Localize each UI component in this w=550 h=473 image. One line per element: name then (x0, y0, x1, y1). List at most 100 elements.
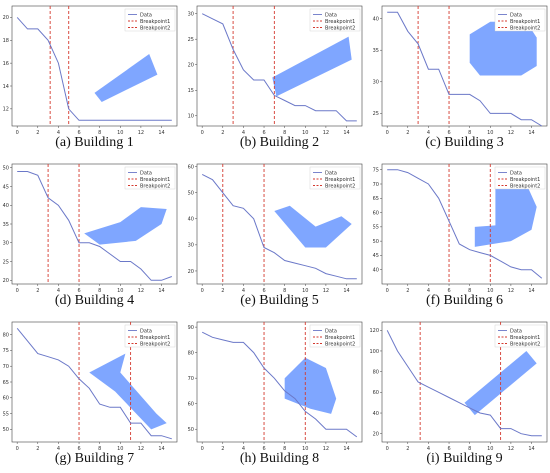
y-tick-label: 25 (3, 259, 9, 265)
building-footprint (284, 357, 337, 414)
x-tick-label: 10 (302, 288, 308, 294)
y-tick-label: 100 (369, 349, 379, 355)
x-tick-label: 10 (487, 446, 493, 452)
data-series-line (201, 13, 357, 122)
y-tick-label: 80 (188, 350, 194, 356)
y-tick-label: 120 (369, 328, 379, 334)
x-tick-label: 10 (487, 288, 493, 294)
x-tick-label: 14 (158, 446, 164, 452)
x-tick-label: 14 (343, 130, 349, 136)
legend-box (124, 166, 176, 190)
chart-panel-3: 0 2 4 6 8 10 12 14 25 30 35 40 DataBreakpoint1Breakp… (373, 5, 548, 150)
data-series-line (17, 171, 172, 281)
y-tick-label: 20 (188, 63, 194, 69)
x-tick-label: 0 (201, 288, 204, 294)
y-tick-label: 12 (3, 107, 9, 113)
legend-label: Data (510, 170, 522, 176)
legend-label: Breakpoint1 (510, 177, 540, 183)
x-tick-label: 6 (262, 130, 265, 136)
x-tick-label: 4 (242, 130, 245, 136)
x-tick-label: 6 (447, 130, 450, 136)
panel-caption: (f) Building 6 (426, 293, 503, 308)
x-tick-label: 14 (528, 130, 534, 136)
x-tick-label: 14 (158, 288, 164, 294)
legend-label: Data (325, 170, 337, 176)
x-tick-label: 6 (77, 130, 80, 136)
legend-box (309, 324, 361, 348)
y-tick-label: 90 (188, 325, 194, 331)
x-tick-label: 14 (343, 446, 349, 452)
data-series-line (201, 331, 358, 438)
y-tick-label: 80 (373, 369, 379, 375)
legend-label: Breakpoint2 (510, 183, 540, 189)
x-tick-label: 2 (221, 130, 224, 136)
x-tick-label: 4 (427, 130, 430, 136)
y-tick-label: 65 (3, 380, 9, 386)
y-tick-label: 60 (373, 210, 379, 216)
panel-caption: (e) Building 5 (240, 293, 319, 308)
panel-caption: (a) Building 1 (55, 135, 134, 150)
y-tick-label: 25 (188, 37, 194, 43)
x-tick-label: 8 (468, 446, 471, 452)
legend-label: Breakpoint1 (510, 19, 540, 25)
legend-label: Breakpoint2 (325, 25, 355, 31)
x-tick-label: 6 (77, 288, 80, 294)
legend-label: Breakpoint2 (140, 25, 170, 31)
chart-panel-2: 0 2 4 6 8 10 12 14 10 15 20 25 30 DataBreakpoint1Brea… (188, 5, 363, 150)
x-tick-label: 2 (36, 446, 39, 452)
y-tick-label: 35 (373, 48, 379, 54)
y-tick-label: 40 (3, 203, 9, 209)
building-footprint (469, 21, 537, 76)
y-tick-label: 50 (373, 239, 379, 245)
y-tick-label: 30 (188, 11, 194, 17)
y-tick-label: 55 (3, 411, 9, 417)
y-tick-label: 35 (3, 222, 9, 228)
building-footprint (84, 207, 167, 245)
legend-label: Breakpoint2 (325, 183, 355, 189)
y-tick-label: 30 (373, 80, 379, 86)
legend-label: Data (510, 12, 522, 18)
data-series-line (201, 173, 357, 280)
x-tick-label: 12 (508, 446, 514, 452)
legend-label: Breakpoint1 (325, 177, 355, 183)
x-tick-label: 0 (386, 130, 389, 136)
x-tick-label: 10 (117, 446, 123, 452)
x-tick-label: 2 (406, 446, 409, 452)
legend-label: Data (140, 12, 152, 18)
x-tick-label: 12 (323, 288, 329, 294)
x-tick-label: 8 (98, 130, 101, 136)
legend-label: Data (140, 170, 152, 176)
legend-label: Breakpoint2 (510, 341, 540, 347)
y-tick-label: 50 (3, 427, 9, 433)
legend-label: Breakpoint1 (140, 335, 170, 341)
x-tick-label: 8 (98, 288, 101, 294)
y-tick-label: 60 (373, 390, 379, 396)
y-tick-label: 25 (373, 111, 379, 117)
legend-label: Breakpoint1 (140, 177, 170, 183)
data-series-line (16, 17, 172, 121)
x-tick-label: 4 (57, 130, 60, 136)
y-tick-label: 60 (188, 402, 194, 408)
x-tick-label: 4 (57, 288, 60, 294)
legend-box (309, 166, 361, 190)
x-tick-label: 0 (201, 130, 204, 136)
y-tick-label: 20 (188, 269, 194, 275)
x-tick-label: 4 (427, 446, 430, 452)
x-tick-label: 0 (16, 288, 19, 294)
y-tick-label: 40 (188, 217, 194, 223)
building-footprint (274, 205, 352, 248)
legend-label: Breakpoint2 (325, 341, 355, 347)
x-tick-label: 6 (262, 288, 265, 294)
panel-caption: (b) Building 2 (240, 135, 319, 150)
x-tick-label: 2 (221, 446, 224, 452)
legend-box (494, 324, 546, 348)
y-tick-label: 70 (188, 376, 194, 382)
x-tick-label: 8 (98, 446, 101, 452)
x-tick-label: 14 (158, 130, 164, 136)
x-tick-label: 10 (117, 130, 123, 136)
legend-label: Data (325, 328, 337, 334)
